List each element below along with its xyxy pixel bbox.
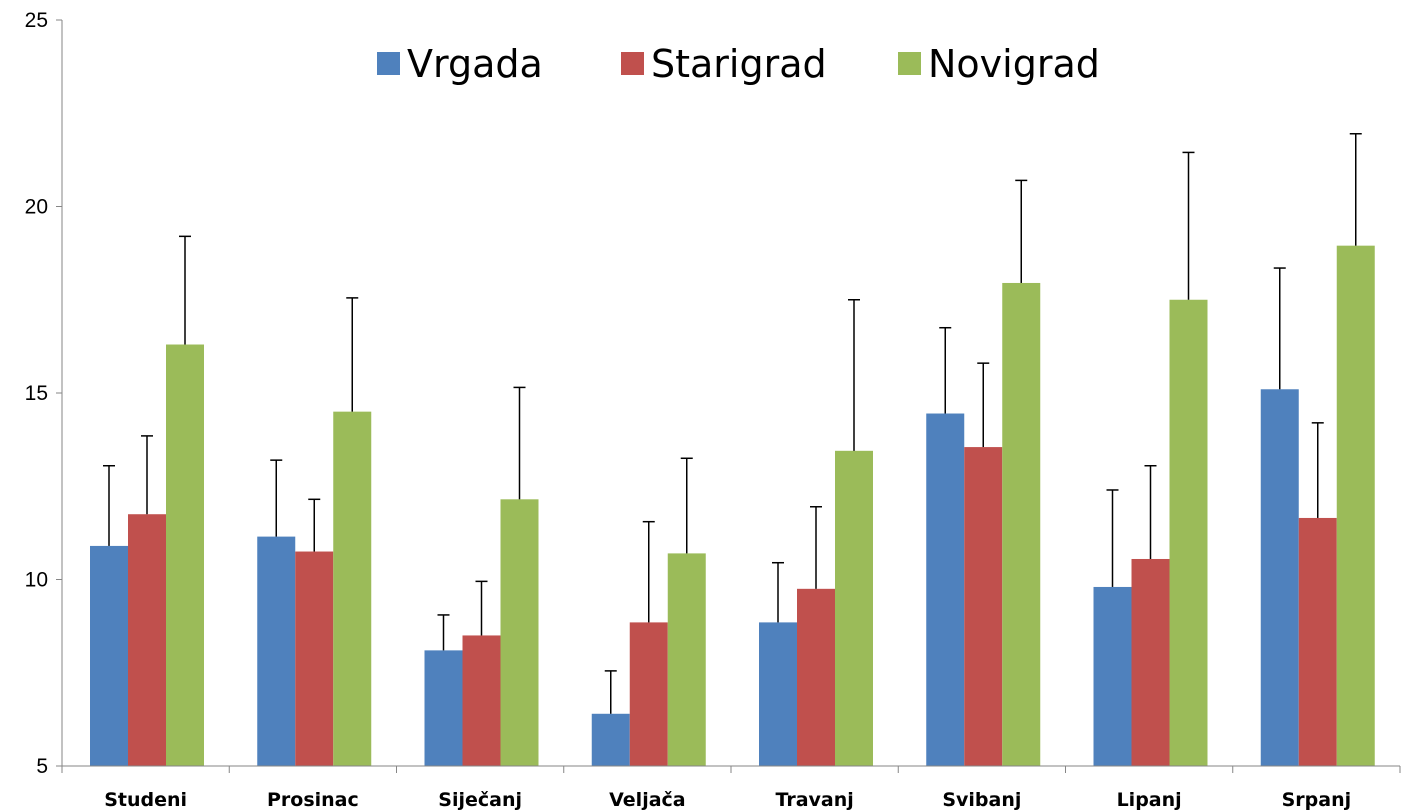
bar-vrgada-2	[424, 650, 463, 766]
x-tick-label-0: Studeni	[104, 789, 187, 811]
bar-vrgada-7	[1260, 389, 1299, 766]
y-tick-label-3: 20	[25, 196, 48, 219]
bar-starigrad-3	[629, 622, 668, 766]
x-tick-label-5: Svibanj	[942, 789, 1021, 811]
bar-starigrad-4	[797, 588, 835, 766]
legend-swatch-starigrad	[621, 52, 644, 75]
bar-starigrad-0	[128, 514, 166, 766]
bar-starigrad-6	[1131, 558, 1170, 766]
y-tick-label-1: 10	[25, 569, 48, 592]
bar-vrgada-0	[90, 545, 128, 766]
bar-vrgada-3	[591, 713, 630, 766]
bar-novigrad-1	[333, 411, 372, 766]
axes-layer: 5 10 15 20 25 Studeni Prosinac Siječanj Veljača T…	[25, 9, 1401, 811]
bar-novigrad-2	[500, 499, 539, 766]
legend-label-starigrad: Starigrad	[651, 42, 827, 86]
y-tick-label-0: 5	[36, 755, 48, 778]
legend-label-vrgada: Vrgada	[407, 42, 543, 86]
bar-starigrad-1	[295, 551, 334, 766]
y-tick-label-2: 15	[25, 382, 48, 405]
x-tick-label-1: Prosinac	[267, 789, 359, 811]
legend-swatch-vrgada	[377, 52, 400, 75]
legend: Vrgada Starigrad Novigrad	[377, 42, 1100, 86]
x-tick-label-7: Srpanj	[1282, 789, 1352, 811]
bar-novigrad-6	[1169, 299, 1208, 766]
bar-starigrad-7	[1298, 517, 1337, 766]
x-tick-label-2: Siječanj	[438, 789, 522, 811]
x-tick-label-3: Veljača	[609, 789, 685, 811]
bars-layer	[90, 245, 1375, 767]
bar-novigrad-4	[835, 450, 873, 766]
bar-vrgada-1	[257, 536, 296, 766]
bar-novigrad-7	[1336, 245, 1375, 767]
bar-novigrad-5	[1002, 282, 1041, 766]
bar-vrgada-4	[759, 622, 797, 766]
bar-vrgada-5	[926, 413, 965, 766]
bar-novigrad-3	[667, 553, 706, 766]
x-tick-label-6: Lipanj	[1117, 789, 1182, 811]
bar-starigrad-2	[462, 635, 501, 766]
error-bars-layer	[103, 133, 1362, 714]
y-tick-label-4: 25	[25, 9, 48, 32]
bar-vrgada-6	[1093, 586, 1132, 766]
legend-label-novigrad: Novigrad	[928, 42, 1100, 86]
bar-novigrad-0	[166, 344, 204, 766]
bar-starigrad-5	[964, 447, 1003, 766]
legend-swatch-novigrad	[898, 52, 921, 75]
x-tick-label-4: Travanj	[775, 789, 853, 811]
